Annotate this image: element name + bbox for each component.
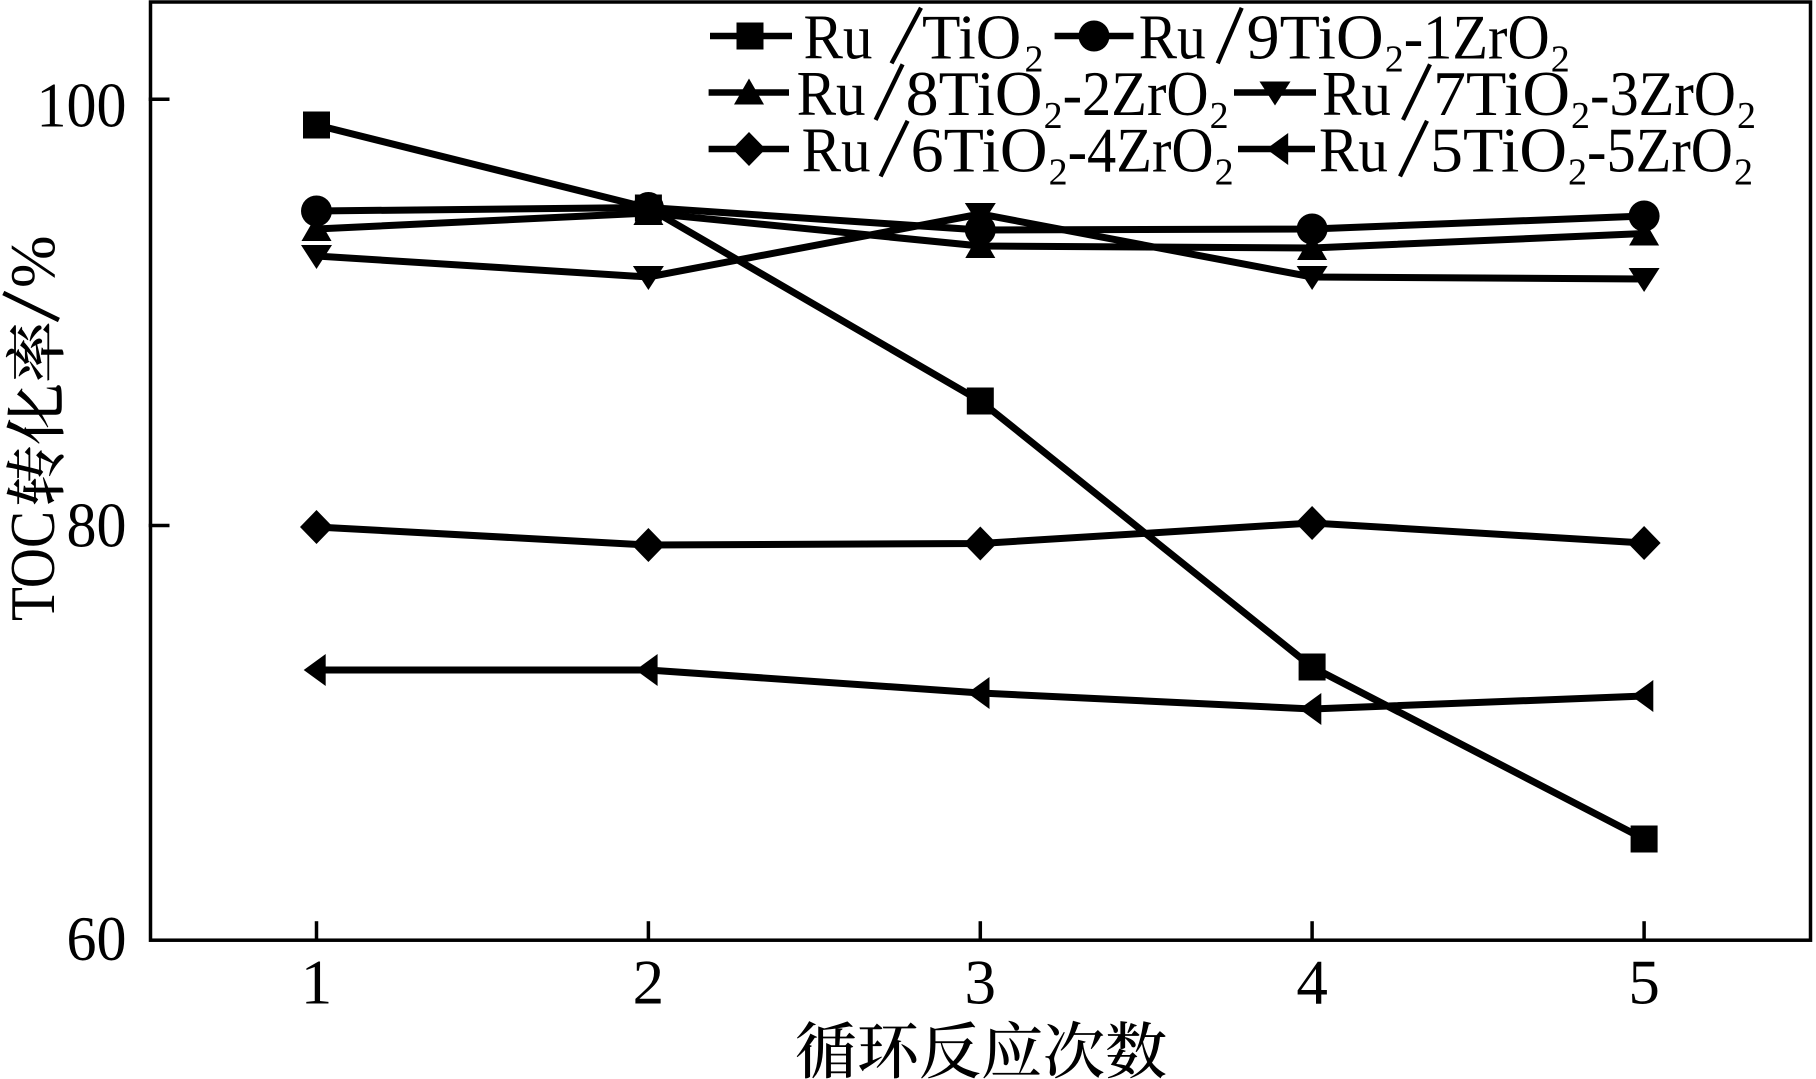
svg-text:2: 2 (1215, 152, 1234, 194)
svg-text:4: 4 (1296, 948, 1328, 1018)
svg-text:60: 60 (67, 904, 127, 974)
svg-text:2: 2 (1049, 152, 1068, 194)
svg-text:2: 2 (1025, 39, 1044, 81)
svg-text:2: 2 (1737, 95, 1756, 137)
svg-text:2: 2 (1568, 152, 1587, 194)
svg-text:2: 2 (1734, 152, 1753, 194)
svg-text:Ru: Ru (1322, 59, 1391, 129)
svg-text:Ru: Ru (1139, 3, 1206, 73)
svg-text:-4ZrO: -4ZrO (1068, 116, 1214, 186)
svg-text:Ru: Ru (804, 3, 873, 73)
svg-text:Ru: Ru (1319, 116, 1388, 186)
svg-text:Ru: Ru (797, 59, 866, 129)
svg-text:2: 2 (633, 948, 665, 1018)
svg-text:-5ZrO: -5ZrO (1587, 116, 1733, 186)
svg-text:2: 2 (1044, 95, 1063, 137)
svg-text:3: 3 (965, 948, 997, 1018)
svg-text:-1ZrO: -1ZrO (1404, 3, 1550, 73)
svg-text:8TiO: 8TiO (906, 59, 1043, 129)
svg-text:Ru: Ru (802, 116, 871, 186)
svg-text:6TiO: 6TiO (911, 116, 1048, 186)
svg-text:TiO: TiO (922, 3, 1021, 73)
svg-text:5TiO: 5TiO (1430, 116, 1567, 186)
svg-text:2: 2 (1551, 39, 1570, 81)
svg-text:100: 100 (37, 71, 127, 141)
svg-text:%: % (0, 236, 68, 288)
svg-text:-2ZrO: -2ZrO (1063, 59, 1209, 129)
svg-text:2: 2 (1210, 95, 1229, 137)
svg-text:9TiO: 9TiO (1247, 3, 1384, 73)
svg-text:5: 5 (1628, 948, 1660, 1018)
svg-text:80: 80 (67, 491, 127, 561)
svg-text:2: 2 (1571, 95, 1590, 137)
svg-text:1: 1 (301, 948, 333, 1018)
svg-text:TOC: TOC (0, 511, 68, 621)
svg-text:2: 2 (1385, 39, 1404, 81)
svg-text:-3ZrO: -3ZrO (1590, 59, 1736, 129)
svg-text:7TiO: 7TiO (1433, 59, 1570, 129)
